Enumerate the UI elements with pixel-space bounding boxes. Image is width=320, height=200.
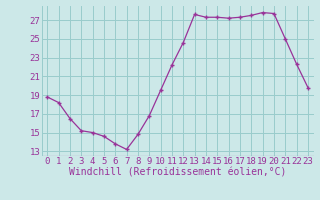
X-axis label: Windchill (Refroidissement éolien,°C): Windchill (Refroidissement éolien,°C) [69, 168, 286, 178]
